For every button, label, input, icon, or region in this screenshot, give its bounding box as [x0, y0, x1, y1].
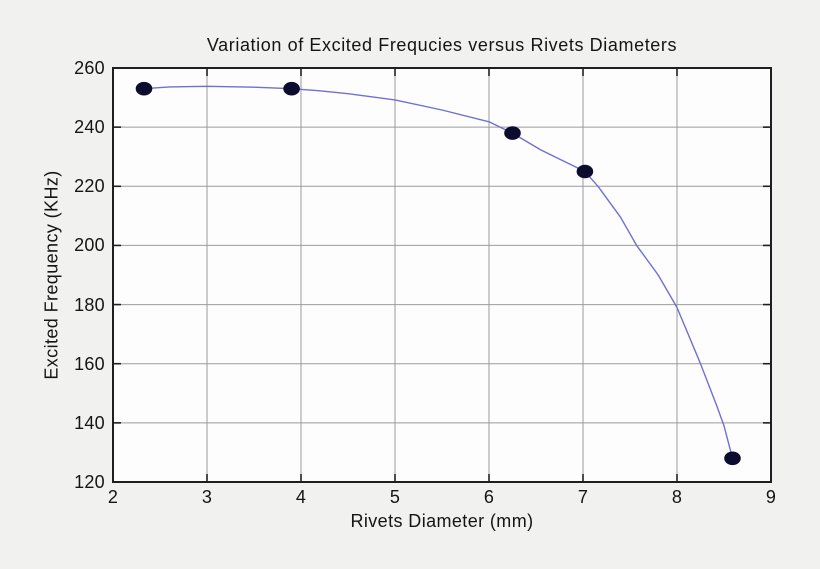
x-tick-label: 2 — [107, 487, 119, 507]
data-point-marker — [283, 81, 300, 96]
chart-title: Variation of Excited Frequcies versus Ri… — [206, 35, 678, 55]
y-tick-label: 140 — [74, 412, 105, 433]
x-tick-label: 7 — [577, 487, 589, 507]
y-tick-label: 240 — [74, 117, 105, 138]
x-tick-label: 5 — [389, 487, 401, 507]
y-axis-label: Excited Frequency (KHz) — [41, 170, 62, 380]
data-point-marker — [135, 81, 153, 96]
y-tick-label: 120 — [74, 472, 105, 492]
y-tick-label: 160 — [74, 353, 105, 374]
y-tick-label: 260 — [74, 58, 105, 78]
x-tick-label: 6 — [483, 487, 495, 507]
x-axis-label: Rivets Diameter (mm) — [350, 511, 534, 531]
x-tick-label: 3 — [201, 487, 213, 507]
axes-box — [112, 67, 772, 483]
data-point-marker — [504, 126, 521, 140]
data-point-marker — [724, 451, 741, 466]
x-tick-label: 8 — [671, 487, 683, 507]
y-tick-label: 180 — [74, 294, 105, 315]
y-tick-label: 200 — [74, 235, 105, 256]
plot-background — [113, 68, 771, 482]
data-point-marker — [576, 164, 594, 179]
x-tick-label: 9 — [765, 487, 777, 507]
x-tick-label: 4 — [295, 487, 307, 507]
series-curve — [143, 85, 734, 459]
y-tick-label: 220 — [74, 176, 105, 197]
